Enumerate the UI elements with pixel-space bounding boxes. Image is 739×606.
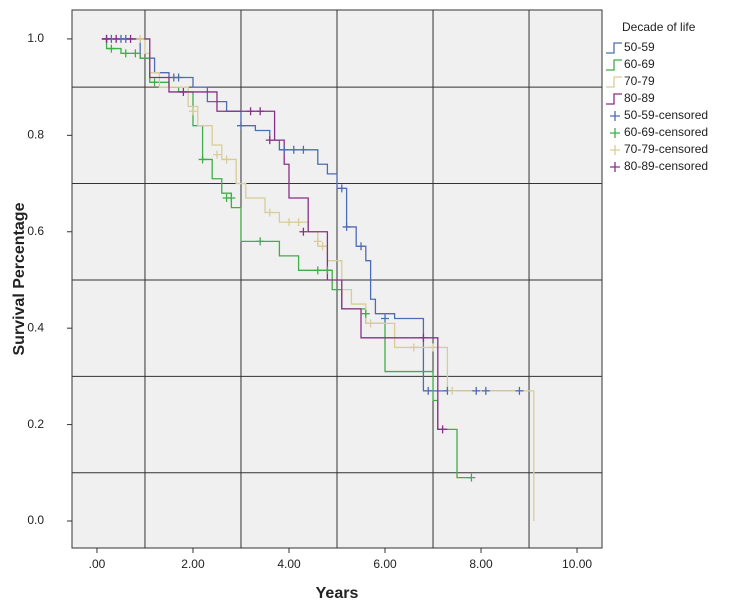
censored-mark xyxy=(121,49,130,58)
legend-label: 70-79 xyxy=(624,74,655,88)
legend-label: 60-69 xyxy=(624,57,655,71)
x-tick-label: 4.00 xyxy=(277,557,301,571)
censored-mark xyxy=(256,107,265,116)
legend-label: 50-59-censored xyxy=(624,108,708,122)
censored-mark xyxy=(222,155,231,164)
y-tick-label: 0.6 xyxy=(27,224,44,238)
legend-label: 70-79-censored xyxy=(624,142,708,156)
censored-mark xyxy=(313,237,322,246)
marks xyxy=(101,34,535,522)
censored-mark xyxy=(265,208,274,217)
y-tick-label: 0.0 xyxy=(27,513,44,527)
legend-swatch xyxy=(610,128,620,138)
y-tick-label: 0.4 xyxy=(27,320,44,334)
x-tick-label: 6.00 xyxy=(373,557,397,571)
censored-mark xyxy=(409,343,418,352)
censored-mark xyxy=(424,386,433,395)
censored-mark xyxy=(256,237,265,246)
censored-mark xyxy=(265,136,274,145)
censored-mark xyxy=(102,34,111,43)
censored-mark xyxy=(131,49,140,58)
censored-mark xyxy=(179,87,188,96)
legend-title: Decade of life xyxy=(622,20,696,34)
censored-mark xyxy=(357,242,366,251)
legend-label: 60-69-censored xyxy=(624,125,708,139)
legend-swatch xyxy=(610,111,620,121)
x-tick-label: 8.00 xyxy=(469,557,493,571)
legend-swatch xyxy=(606,59,622,71)
censored-mark xyxy=(299,227,308,236)
censored-mark xyxy=(198,155,207,164)
censored-mark xyxy=(381,314,390,323)
censored-mark xyxy=(361,309,370,318)
y-axis-title: Survival Percentage xyxy=(11,202,28,355)
censored-mark xyxy=(481,386,490,395)
legend-label: 50-59 xyxy=(624,40,655,54)
censored-mark xyxy=(472,386,481,395)
legend-swatch xyxy=(606,76,622,88)
survival-line xyxy=(101,38,448,431)
censored-mark xyxy=(188,107,197,116)
censored-mark xyxy=(515,386,524,395)
censored-mark xyxy=(284,218,293,227)
censored-mark xyxy=(112,34,121,43)
y-tick-label: 1.0 xyxy=(27,31,44,45)
censored-mark xyxy=(280,145,289,154)
censored-mark xyxy=(299,145,308,154)
legend-label: 80-89 xyxy=(624,91,655,105)
survival-line xyxy=(101,38,525,392)
censored-mark xyxy=(342,222,351,231)
censored-mark xyxy=(318,242,327,251)
censored-mark xyxy=(313,266,322,275)
censored-mark xyxy=(126,34,135,43)
y-tick-label: 0.2 xyxy=(27,417,44,431)
y-tick-label: 0.8 xyxy=(27,128,44,142)
censored-mark xyxy=(419,333,428,342)
x-tick-label: .00 xyxy=(89,557,106,571)
x-axis-title: Years xyxy=(316,585,359,602)
censored-mark xyxy=(366,319,375,328)
censored-mark xyxy=(429,343,438,352)
legend-swatch xyxy=(610,162,620,172)
censored-mark xyxy=(289,145,298,154)
censored-mark xyxy=(227,194,236,203)
censored-mark xyxy=(294,218,303,227)
censored-mark xyxy=(467,473,476,482)
censored-mark xyxy=(212,150,221,159)
censored-mark xyxy=(136,34,145,43)
legend-label: 80-89-censored xyxy=(624,159,708,173)
censored-mark xyxy=(438,425,447,434)
x-tick-label: 2.00 xyxy=(181,557,205,571)
censored-mark xyxy=(323,266,332,275)
censored-mark xyxy=(107,44,116,53)
censored-mark xyxy=(236,121,245,130)
legend-swatch xyxy=(610,145,620,155)
censored-mark xyxy=(174,73,183,82)
censored-mark xyxy=(337,184,346,193)
legend-swatch xyxy=(606,42,622,54)
censored-mark xyxy=(448,386,457,395)
legend-swatch xyxy=(606,93,622,105)
x-tick-label: 10.00 xyxy=(562,557,592,571)
censored-mark xyxy=(150,78,159,87)
censored-mark xyxy=(246,107,255,116)
